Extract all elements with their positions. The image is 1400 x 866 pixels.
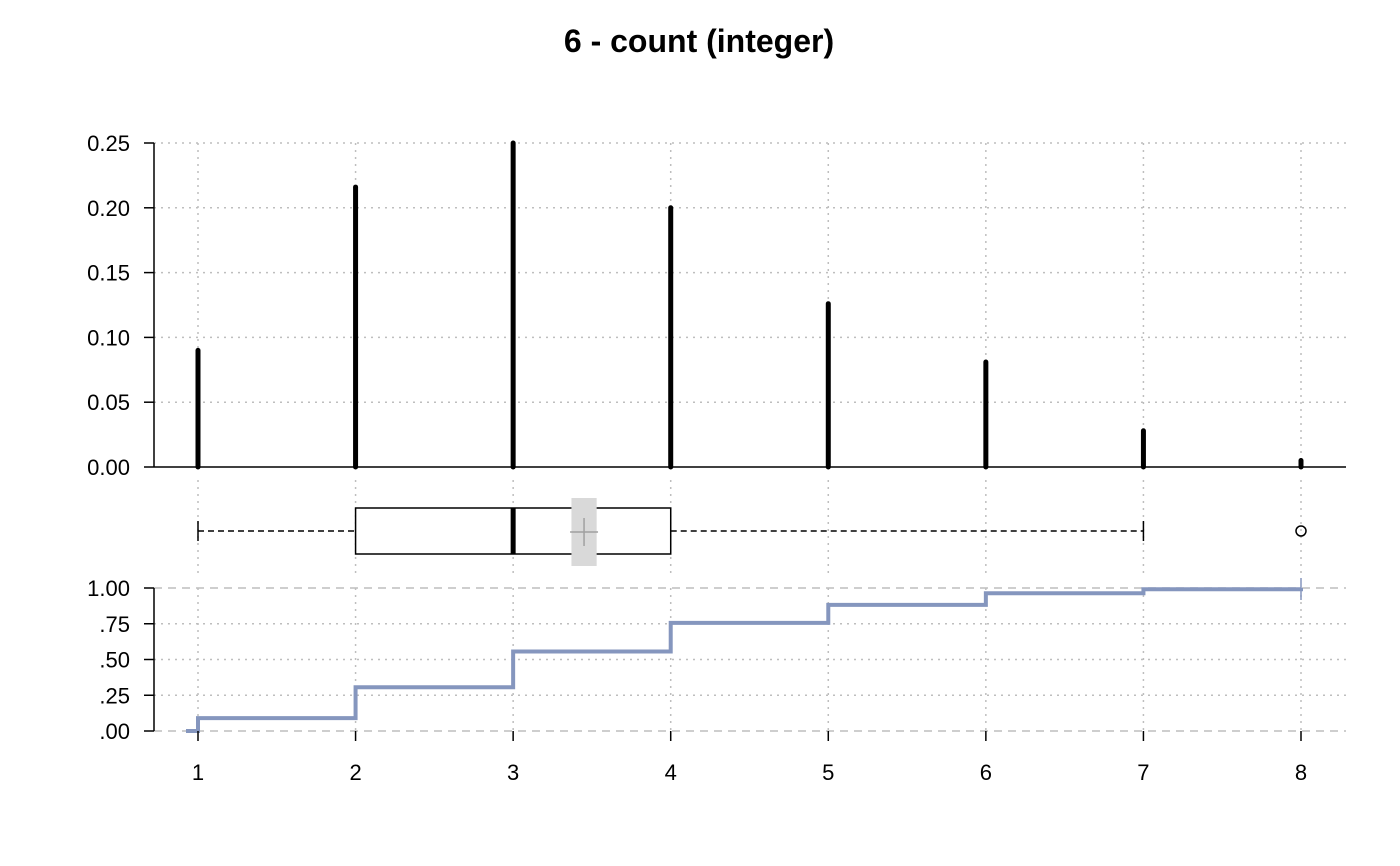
ecdf-ytick-label: .50 <box>99 648 130 673</box>
ecdf-ytick-label: .00 <box>99 719 130 744</box>
bar-ytick-label: 0.20 <box>87 196 130 221</box>
x-tick-label: 5 <box>822 760 834 785</box>
x-tick-label: 7 <box>1137 760 1149 785</box>
x-tick-label: 1 <box>192 760 204 785</box>
outlier-point <box>1295 525 1307 537</box>
x-tick-label: 2 <box>349 760 361 785</box>
chart-title: 6 - count (integer) <box>564 23 834 59</box>
x-tick-label: 3 <box>507 760 519 785</box>
bar-ytick-label: 0.05 <box>87 390 130 415</box>
bar-ytick-label: 0.25 <box>87 131 130 156</box>
x-tick-label: 8 <box>1295 760 1307 785</box>
bar-ytick-label: 0.10 <box>87 325 130 350</box>
x-tick-label: 4 <box>665 760 677 785</box>
bar-ytick-label: 0.00 <box>87 455 130 480</box>
bar-ytick-label: 0.15 <box>87 261 130 286</box>
ecdf-ytick-label: .25 <box>99 683 130 708</box>
x-tick-label: 6 <box>980 760 992 785</box>
ecdf-ytick-label: .75 <box>99 612 130 637</box>
boxplot-panel <box>197 480 1307 578</box>
frequency-bar-panel: 0.00 0.05 0.10 0.15 0.20 0.25 <box>87 131 1346 480</box>
ecdf-panel: .00 .25 .50 .75 1.00 1 2 3 4 5 6 7 8 <box>87 576 1346 785</box>
ecdf-ytick-label: 1.00 <box>87 576 130 601</box>
ecdf-step-line <box>186 587 1303 733</box>
